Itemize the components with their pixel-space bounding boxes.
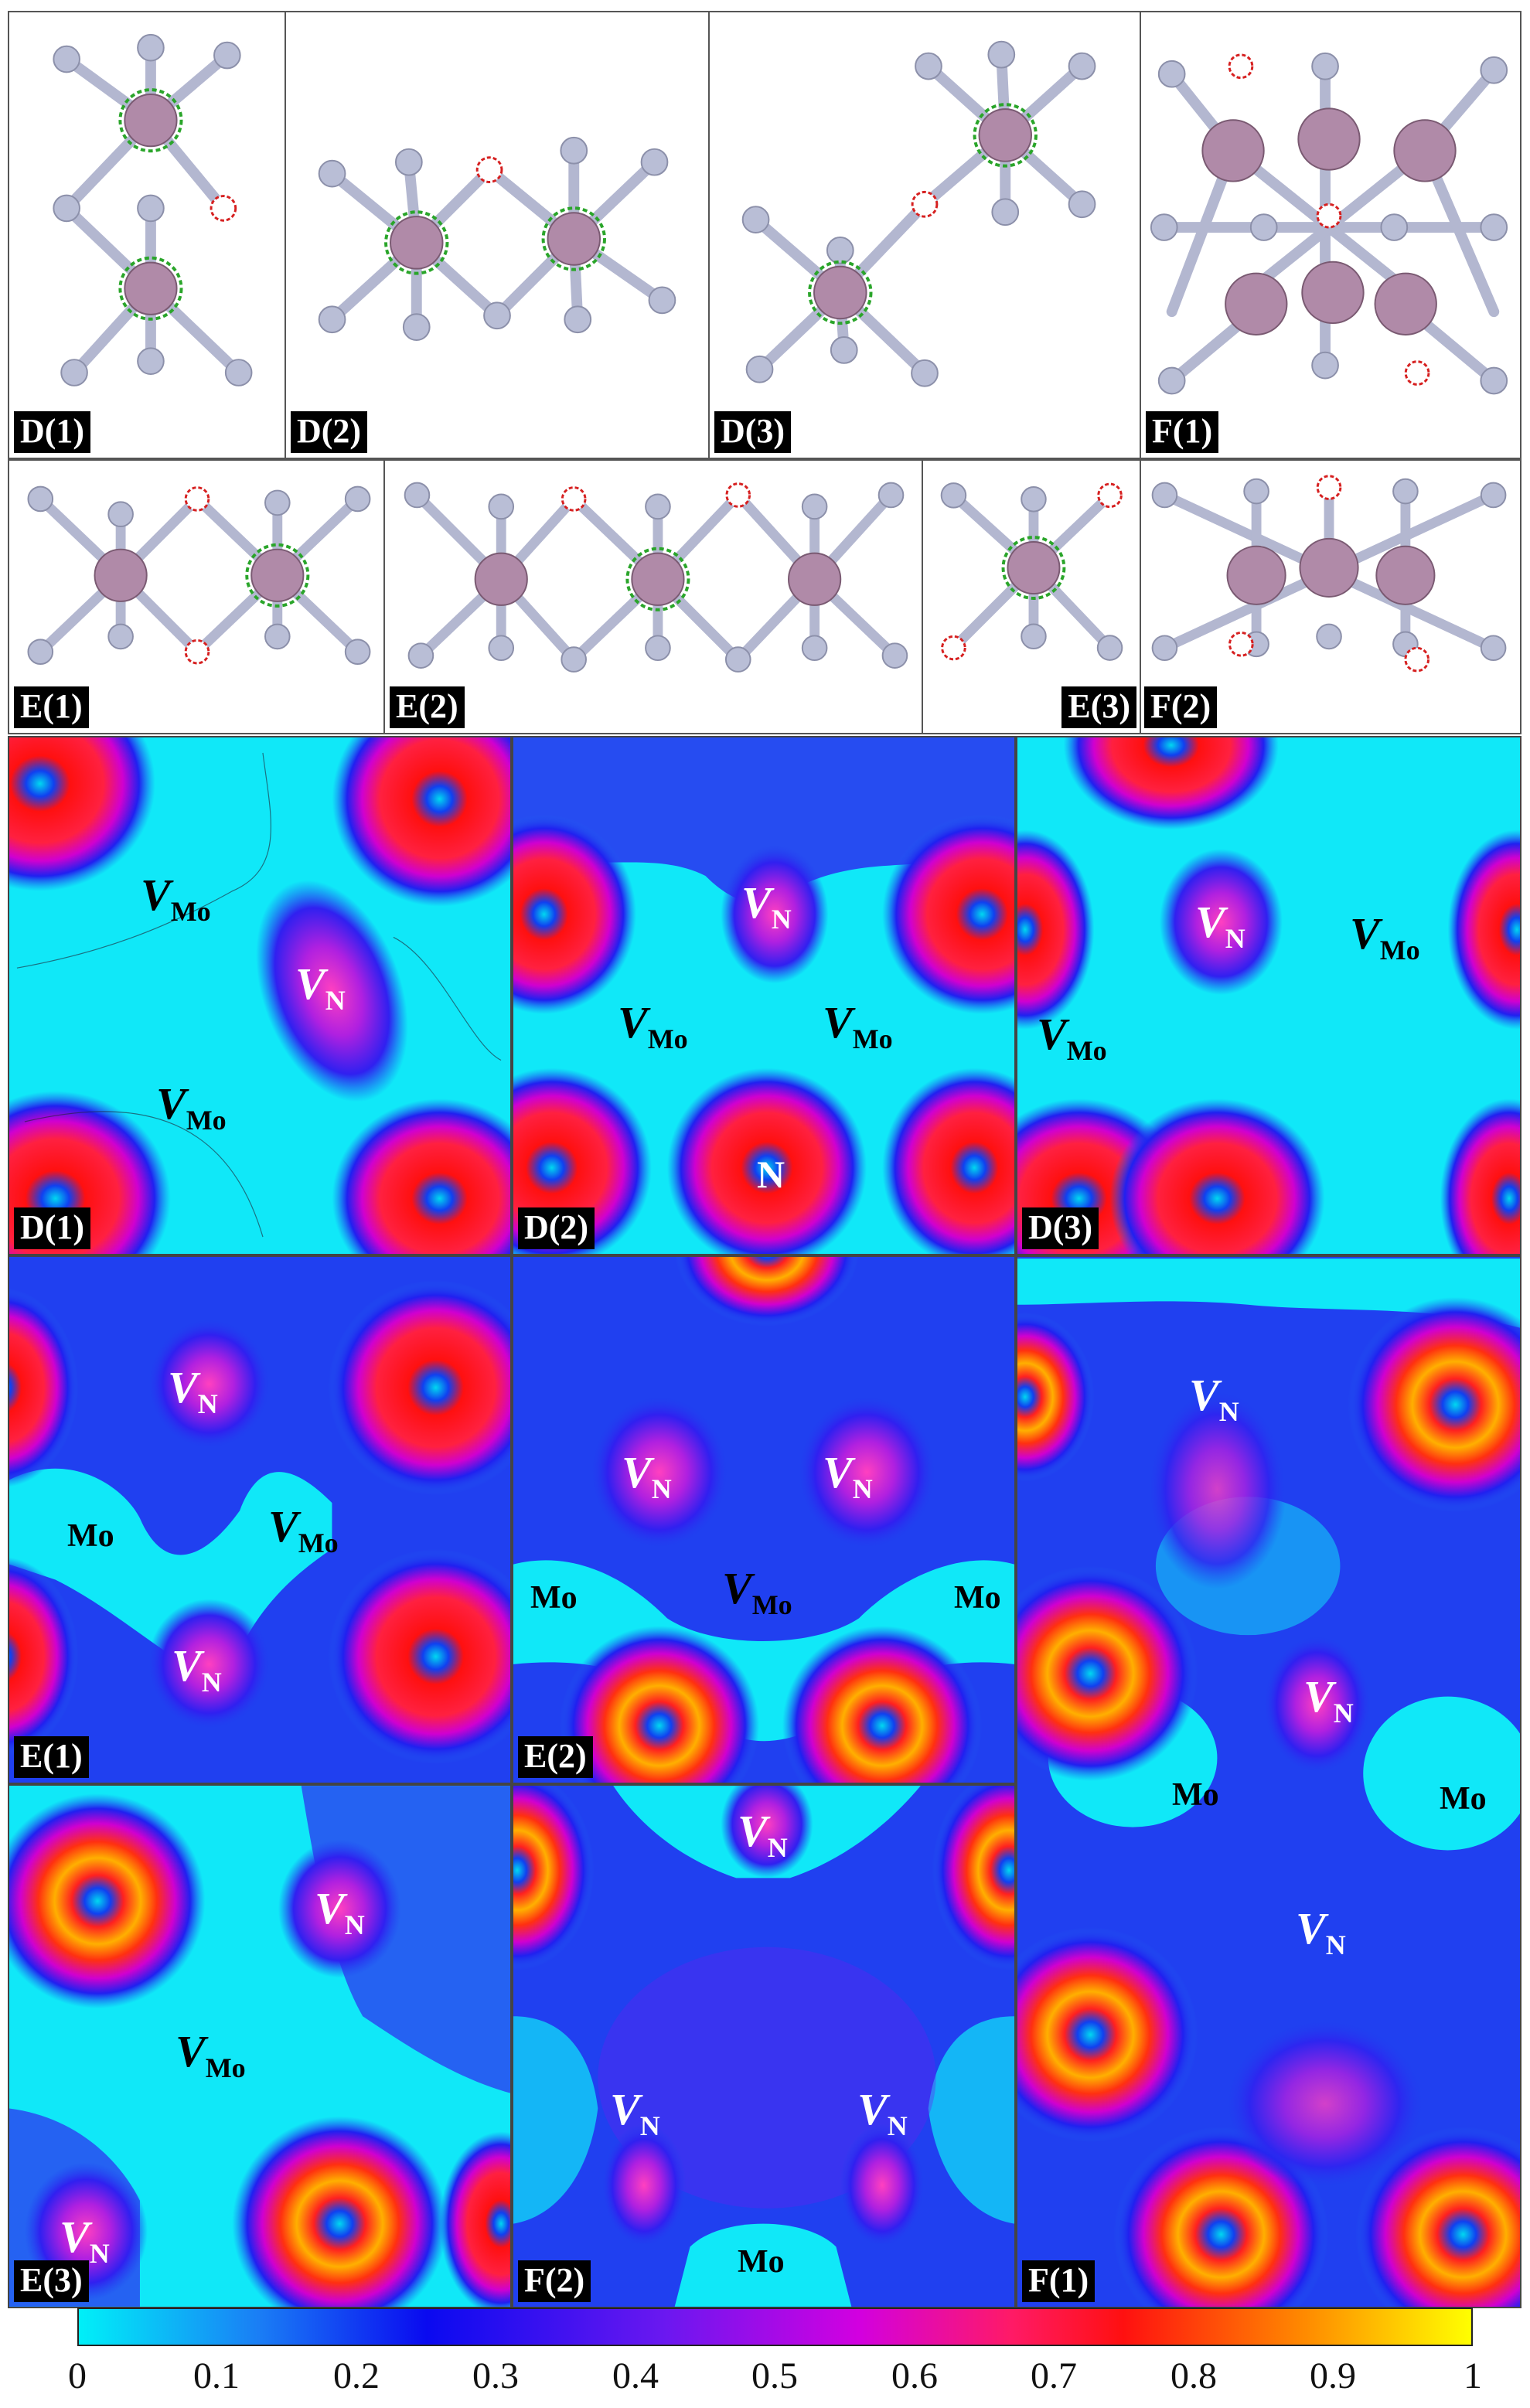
density-contour-map — [9, 1279, 510, 1765]
density-contour-map — [513, 1257, 1014, 1783]
structure-panel-e1: E(1) — [8, 459, 385, 734]
density-contour-map — [1017, 1258, 1520, 2307]
vacancy-mo-label: VMo — [1350, 908, 1420, 966]
colorbar-tick-label: 0.3 — [472, 2355, 519, 2396]
vacancy-n-label: VN — [622, 1447, 672, 1504]
vacancy-mo-label: VMo — [175, 2026, 246, 2083]
colorbar — [77, 2308, 1473, 2346]
map-panel-f1: VN VN Mo Mo VN F(1) — [1016, 1255, 1521, 2308]
nitrogen-label: N — [757, 1153, 785, 1196]
vacancy-mo-label: VMo — [618, 997, 688, 1054]
colorbar-tick-label: 0.2 — [333, 2355, 380, 2396]
panel-label: F(2) — [518, 2260, 591, 2302]
vacancy-n-label: VN — [741, 877, 792, 935]
vacancy-mo-label: VMo — [722, 1563, 792, 1620]
atomic-structure — [318, 136, 676, 341]
map-panel-f2: VN VN VN Mo F(2) — [512, 1784, 1016, 2308]
density-contour-map — [1017, 737, 1520, 1254]
molybdenum-label: Mo — [530, 1580, 578, 1616]
colorbar-tick-label: 0.6 — [891, 2355, 938, 2396]
panel-label: F(1) — [1022, 2260, 1096, 2302]
colorbar-tick-label: 0.7 — [1031, 2355, 1077, 2396]
structure-panel-f1: F(1) — [1140, 11, 1521, 459]
panel-label: F(1) — [1146, 411, 1219, 453]
map-panel-e2: VN VN Mo VMo Mo E(2) — [512, 1255, 1016, 1784]
map-panel-d1: VMo VN VMo D(1) — [8, 736, 512, 1255]
panel-label: D(1) — [14, 1207, 91, 1249]
panel-label: D(2) — [518, 1207, 595, 1249]
panel-label: D(3) — [714, 411, 792, 453]
colorbar-tick-label: 0.5 — [751, 2355, 798, 2396]
molybdenum-label: Mo — [67, 1518, 114, 1554]
atomic-structure — [741, 40, 1096, 387]
atomic-structure — [53, 33, 253, 387]
map-panel-e1: VN Mo VMo VN E(1) — [8, 1255, 512, 1784]
vacancy-n-label: VN — [738, 1806, 788, 1863]
colorbar-tick-label: 0.4 — [612, 2355, 659, 2396]
molybdenum-label: Mo — [738, 2244, 785, 2280]
vacancy-n-label: VN — [172, 1640, 222, 1698]
vacancy-n-label: VN — [60, 2212, 110, 2269]
panel-label: E(2) — [390, 686, 465, 728]
map-panel-d3: VN VMo VMo D(3) — [1016, 736, 1521, 1255]
molybdenum-label: Mo — [1172, 1777, 1219, 1813]
vacancy-n-label: VN — [1296, 1903, 1346, 1960]
vacancy-mo-label: VMo — [1037, 1009, 1107, 1066]
panel-label: E(2) — [518, 1736, 593, 1778]
vacancy-n-label: VN — [295, 959, 346, 1016]
vacancy-n-label: VN — [1195, 897, 1245, 954]
atomic-structure — [1150, 52, 1508, 395]
structure-panel-e3: E(3) — [922, 459, 1141, 734]
vacancy-n-label: VN — [1189, 1370, 1239, 1427]
structure-panel-d2: D(2) — [285, 11, 710, 459]
structure-panel-d1: D(1) — [8, 11, 286, 459]
atomic-structure — [27, 485, 371, 665]
colorbar-tick-label: 0.9 — [1310, 2355, 1356, 2396]
structure-panel-d3: D(3) — [708, 11, 1141, 459]
colorbar-tick-label: 0.1 — [193, 2355, 240, 2396]
atomic-structure — [1151, 475, 1507, 673]
vacancy-n-label: VN — [315, 1883, 365, 1940]
vacancy-n-label: VN — [823, 1447, 873, 1504]
vacancy-mo-label: VMo — [141, 870, 211, 927]
atomic-structure — [404, 482, 908, 673]
vacancy-mo-label: VMo — [268, 1501, 339, 1558]
panel-label: D(1) — [14, 411, 91, 453]
colorbar-tick-label: 1 — [1464, 2355, 1482, 2396]
vacancy-n-label: VN — [610, 2084, 660, 2141]
vacancy-n-label: VN — [168, 1362, 218, 1419]
map-panel-d2: VN VMo VMo N D(2) — [512, 736, 1016, 1255]
structure-panel-e2: E(2) — [383, 459, 923, 734]
colorbar-tick-label: 0.8 — [1171, 2355, 1217, 2396]
molybdenum-label: Mo — [954, 1580, 1001, 1616]
vacancy-mo-label: VMo — [156, 1078, 227, 1136]
panel-label: E(1) — [14, 1736, 89, 1778]
molybdenum-label: Mo — [1440, 1781, 1487, 1817]
density-contour-map — [9, 1786, 510, 2307]
vacancy-n-label: VN — [1303, 1671, 1354, 1729]
panel-label: E(1) — [14, 686, 89, 728]
panel-label: D(2) — [291, 411, 368, 453]
panel-label: D(3) — [1022, 1207, 1099, 1249]
panel-label: F(2) — [1144, 686, 1218, 728]
vacancy-mo-label: VMo — [823, 997, 893, 1054]
map-panel-e3: VN VMo VN E(3) — [8, 1784, 512, 2308]
panel-label: E(3) — [14, 2260, 89, 2302]
vacancy-n-label: VN — [857, 2084, 908, 2141]
colorbar-tick-label: 0 — [68, 2355, 87, 2396]
density-contour-map — [513, 737, 1014, 1254]
atomic-structure — [940, 482, 1123, 661]
density-contour-map — [9, 737, 510, 1254]
structure-panel-f2: F(2) — [1140, 459, 1521, 734]
density-contour-map — [513, 1786, 1014, 2307]
panel-label: E(3) — [1061, 686, 1136, 728]
